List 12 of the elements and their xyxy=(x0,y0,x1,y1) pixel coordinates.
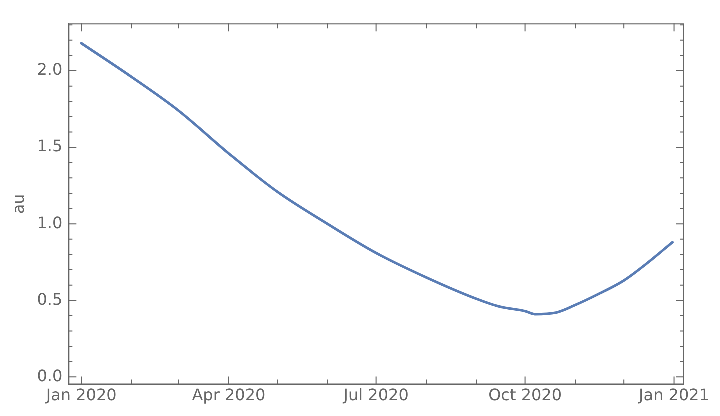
y-tick-label: 2.0 xyxy=(37,60,63,80)
x-tick-label: Jan 2020 xyxy=(45,386,117,405)
line-series xyxy=(80,42,674,316)
y-axis-title: au xyxy=(8,194,28,214)
x-tick-label: Jan 2021 xyxy=(638,386,710,405)
x-tick-label: Jul 2020 xyxy=(342,386,409,405)
x-tick-label: Oct 2020 xyxy=(488,386,562,405)
y-tick-label: 0.5 xyxy=(37,290,63,309)
y-tick-label: 1.5 xyxy=(37,136,63,156)
y-tick-label: 0.0 xyxy=(37,366,63,386)
x-tick-label: Apr 2020 xyxy=(192,386,266,405)
y-tick-label: 1.0 xyxy=(37,213,63,232)
